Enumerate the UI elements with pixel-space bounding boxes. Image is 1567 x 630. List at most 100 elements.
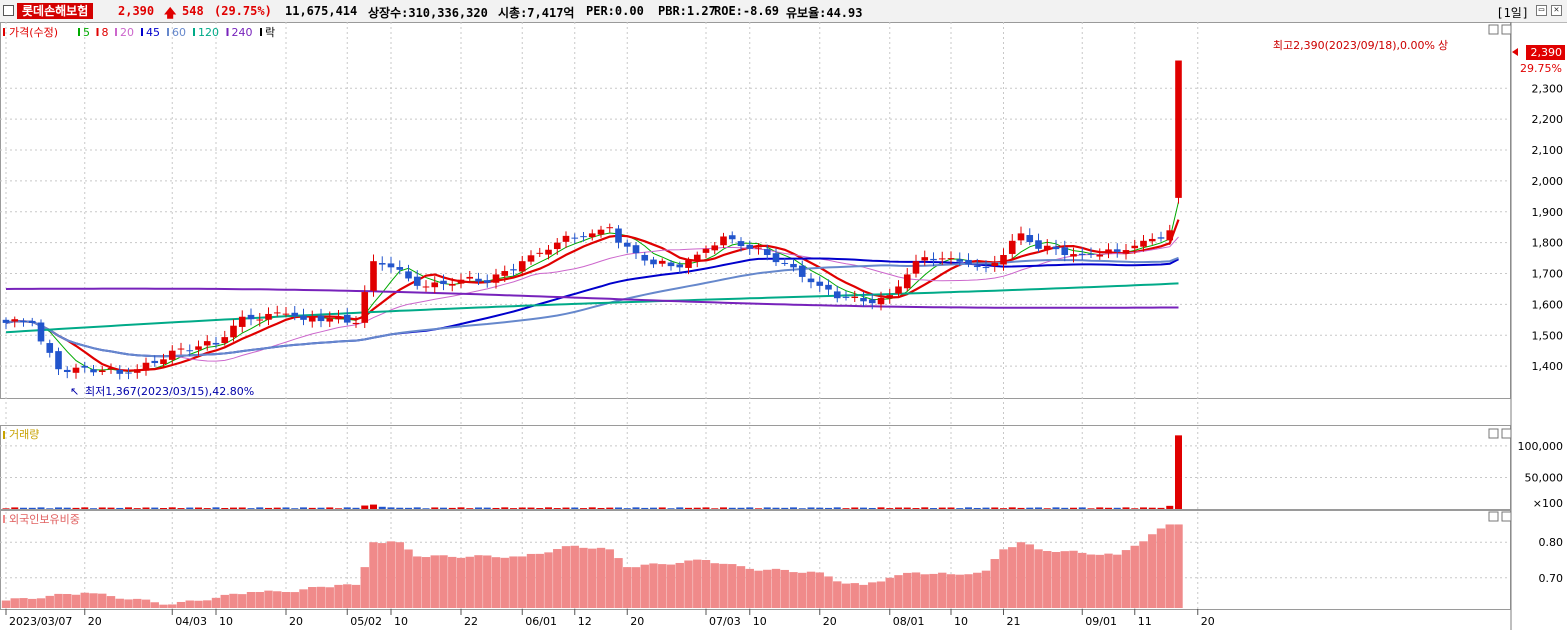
candle-body [20,321,27,323]
candle-body [28,320,36,323]
candle-body [1122,250,1130,254]
volume-bar [895,507,902,509]
candle-body [440,280,447,285]
foreign-ratio-bar [693,559,702,608]
candle-body [737,241,745,247]
foreign-ratio-bar [63,593,72,608]
foreign-ratio-bar [596,547,606,608]
price-panel-close-icon[interactable] [1501,24,1512,35]
foreign-ratio-bar [841,583,851,608]
volume-bar [81,507,89,509]
volume-bar [168,507,176,509]
period-selector[interactable]: [1일] [1496,6,1529,20]
volume-bar [763,507,771,509]
volume-bar [868,507,876,509]
foreign-ratio-bar [973,572,982,608]
foreign-ratio-bar [666,564,676,608]
volume-bar [466,508,474,509]
ma240-line [5,287,1179,309]
volume-bar [396,507,404,509]
foreign-ratio-bar [763,569,772,608]
volume-bar [807,507,815,509]
candle-body [1078,253,1086,255]
volume-tick-label: 100,000 [1518,440,1564,453]
volume-bar [55,507,62,509]
volume-bar [702,507,710,509]
volume-bar [317,507,325,509]
close-icon[interactable]: ✕ [1551,5,1562,16]
foreign-ratio-bar [605,549,614,608]
candle-body [317,315,325,322]
volume-panel-maximize-icon[interactable] [1488,428,1499,439]
ma-legend-label: 120 [198,26,219,39]
foreign-ratio-bar [203,600,212,608]
foreign-ratio-bar [876,581,886,608]
ma-legend-swatch [193,28,195,36]
candle-body [930,258,937,261]
foreign-ratio-bar [658,564,667,608]
foreign-ratio-bar [1130,545,1139,608]
candle-body [291,312,299,317]
ma-legend-swatch [141,28,143,36]
maximize-icon[interactable]: ▭ [1536,5,1547,16]
foreign-ratio-bar [176,601,186,608]
candle-body [273,312,281,314]
foreign-legend-swatch [3,515,5,523]
candle-body [982,267,990,269]
candle-body [1157,237,1165,239]
volume-bar [825,507,832,509]
foreign-ratio-bar [885,577,894,608]
candle-body [501,271,509,276]
volume-tick-label: 50,000 [1525,471,1564,484]
volume-value: 11,675,414 [285,4,358,18]
foreign-ratio-bar [334,584,343,608]
foreign-ratio-bar [1165,524,1174,608]
foreign-ratio-bar [806,571,816,608]
candle-body [781,262,789,264]
volume-bar [11,507,19,509]
candle-body [921,257,929,261]
candle-body [632,245,640,254]
foreign-ratio-bar [1078,552,1087,608]
price-panel-maximize-icon[interactable] [1488,24,1499,35]
volume-bar [98,507,106,509]
volume-bar [352,507,360,509]
candle-body [81,365,89,368]
volume-bar [772,507,780,509]
foreign-ratio-bar [561,546,571,608]
panel-checkbox[interactable] [3,5,14,16]
volume-bar [912,508,920,509]
volume-bar [1113,507,1121,509]
candle-body [1017,233,1025,241]
foreign-ratio-bar [526,553,536,608]
stock-name[interactable]: 롯데손해보험 [17,3,94,19]
foreign-panel-maximize-icon[interactable] [1488,511,1499,522]
panel-frame [0,425,1511,510]
foreign-ratio-bar [824,576,833,608]
ma-legend-label: 8 [102,26,109,39]
foreign-ratio-bar [456,557,466,608]
foreign-ratio-bar [168,604,177,608]
ma-legend-label: 60 [172,26,186,39]
candle-body [571,237,579,239]
candle-body [536,252,544,254]
candle-body [685,260,692,268]
candle-body [265,313,272,320]
volume-bar [300,507,307,509]
volume-bar [457,507,465,509]
candle-body [1148,238,1156,242]
foreign-ratio-bar [1034,549,1043,608]
candle-body [588,233,596,238]
foreign-ratio-bar [194,600,203,608]
volume-bar [1078,507,1086,509]
foreign-panel-close-icon[interactable] [1501,511,1512,522]
ma60-line [5,256,1179,358]
volume-panel-close-icon[interactable] [1501,428,1512,439]
foreign-ratio-bar [89,593,98,608]
x-tick-label: 10 [954,615,968,628]
ma-legend-label: 5 [83,26,90,39]
volume-bar [475,507,482,509]
candle-body [825,284,832,290]
volume-bar [282,507,290,509]
volume-bar [142,507,150,509]
